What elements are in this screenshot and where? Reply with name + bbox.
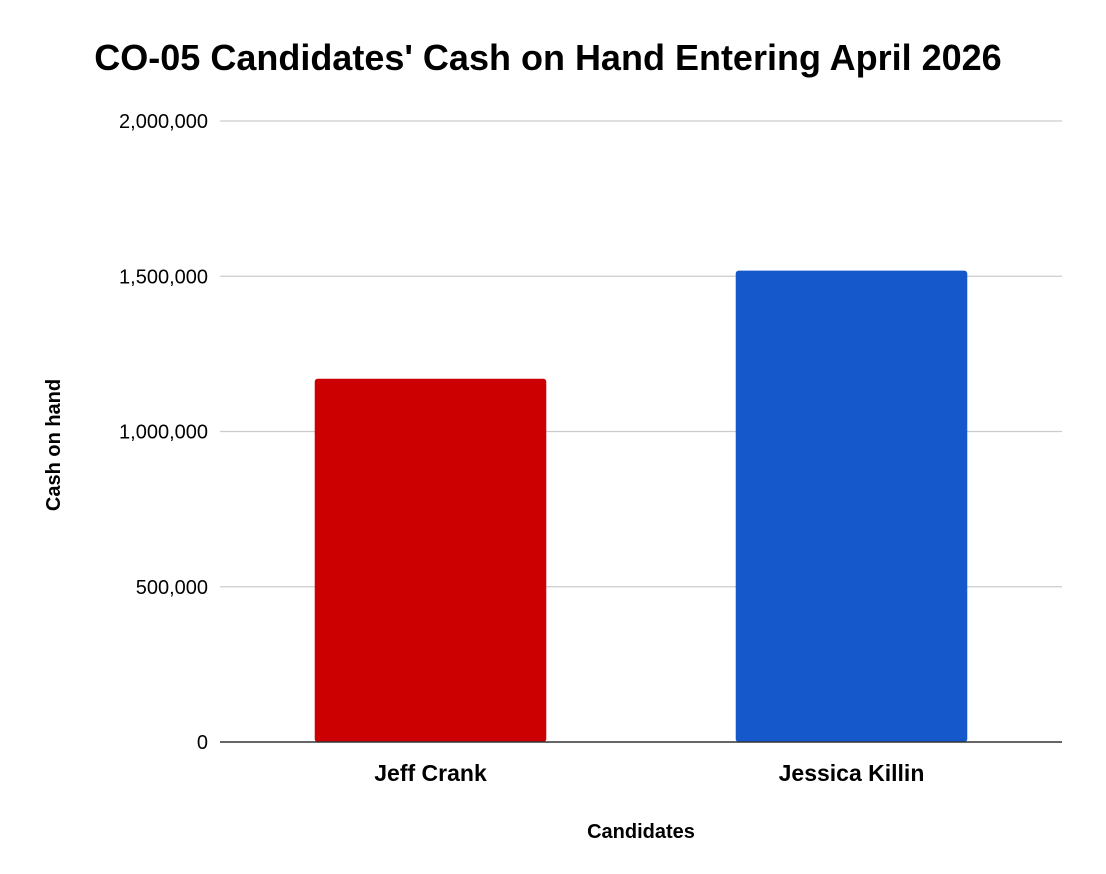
- chart-title: CO-05 Candidates' Cash on Hand Entering …: [94, 37, 1001, 78]
- bar-jessica-killin: [735, 270, 968, 742]
- y-axis-title: Cash on hand: [43, 379, 65, 511]
- y-tick-label: 2,000,000: [119, 111, 208, 133]
- y-axis-ticks: 0 500,000 1,000,000 1,500,000 2,000,000: [119, 111, 208, 754]
- bars: [314, 270, 968, 742]
- bar-jeff-crank: [314, 378, 547, 742]
- y-tick-label: 1,000,000: [119, 422, 208, 444]
- y-tick-label: 0: [197, 732, 208, 754]
- y-tick-label: 500,000: [136, 577, 208, 599]
- x-tick-label: Jeff Crank: [374, 760, 487, 786]
- y-tick-label: 1,500,000: [119, 266, 208, 288]
- x-axis-ticks: Jeff Crank Jessica Killin: [374, 760, 924, 786]
- x-tick-label: Jessica Killin: [779, 760, 925, 786]
- x-axis-title: Candidates: [587, 821, 695, 843]
